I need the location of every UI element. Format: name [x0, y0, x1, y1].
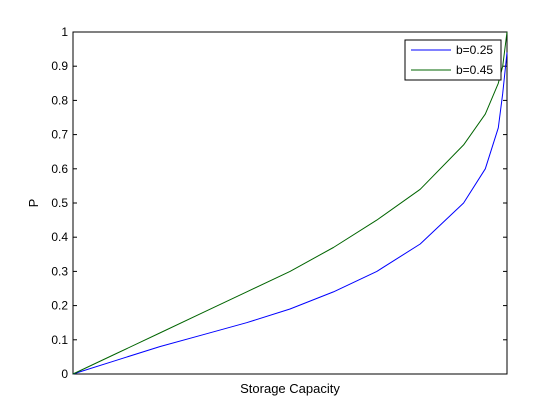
legend-box	[404, 39, 502, 81]
y-tick-label: 0.1	[51, 333, 68, 347]
series-line-b025	[72, 52, 508, 375]
y-tick-label: 0.3	[51, 264, 68, 278]
y-tick-label: 0.9	[51, 59, 68, 73]
legend-label-b045: b=0.45	[456, 63, 493, 77]
y-tick-label: 0.4	[51, 230, 68, 244]
y-tick-label: 0.6	[51, 162, 68, 176]
y-tick-label: 0.5	[51, 196, 68, 210]
y-tick-label: 0.2	[51, 299, 68, 313]
legend-label-b025: b=0.25	[456, 43, 493, 57]
plot-area	[72, 31, 508, 375]
y-tick-label: 1	[61, 25, 68, 39]
series-layer	[72, 31, 508, 375]
y-axis-label: P	[26, 199, 41, 208]
y-tick-label: 0	[61, 367, 68, 381]
legend: b=0.25 b=0.45	[404, 39, 502, 81]
x-axis-label: Storage Capacity	[240, 381, 340, 396]
series-line-b045	[72, 31, 508, 375]
y-tick-label: 0.7	[51, 128, 68, 142]
y-tick-label: 0.8	[51, 93, 68, 107]
y-axis-ticks: 0 0.1 0.2 0.3 0.4 0.5 0.6 0.7 0.8 0.9 1	[51, 25, 507, 381]
